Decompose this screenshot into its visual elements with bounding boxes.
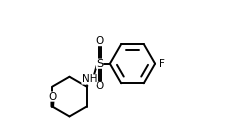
Text: F: F (158, 59, 164, 69)
Text: O: O (95, 81, 103, 91)
Text: S: S (96, 59, 103, 69)
Text: NH: NH (81, 75, 97, 84)
Text: O: O (48, 92, 57, 102)
Text: O: O (95, 36, 103, 46)
